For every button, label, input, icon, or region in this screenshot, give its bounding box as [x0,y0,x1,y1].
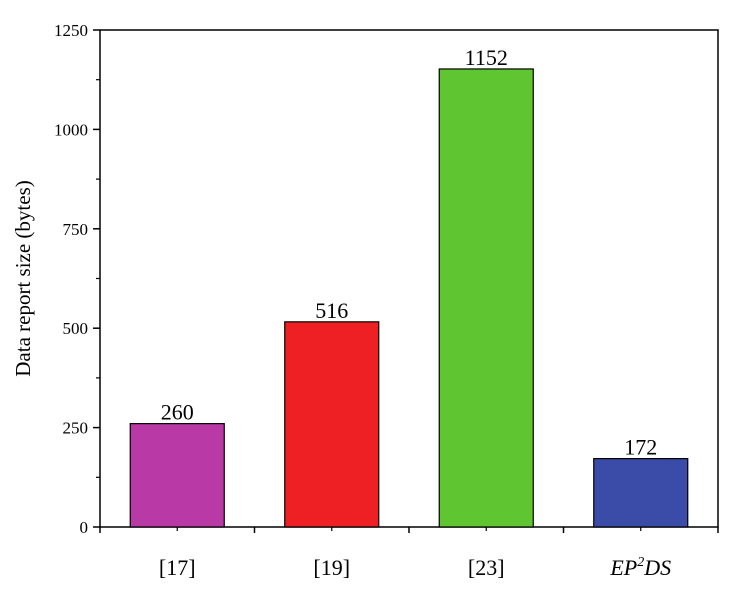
y-tick-label: 250 [63,419,89,438]
data-label: 516 [315,298,348,323]
x-tick-label: [23] [468,555,505,580]
bar [129,423,225,528]
y-tick-label: 1000 [54,120,88,139]
y-axis-label: Data report size (bytes) [11,180,35,377]
data-label: 1152 [465,45,508,70]
data-label: 260 [161,400,194,425]
y-tick-label: 750 [63,220,89,239]
bar [593,458,689,528]
y-tick-label: 0 [80,518,89,537]
y-tick-label: 1250 [54,21,88,40]
y-tick-label: 500 [63,319,89,338]
bar [284,321,380,528]
x-tick-label: EP2DS [609,555,671,580]
x-tick-label: [19] [313,555,350,580]
data-label: 172 [624,435,657,460]
x-tick-label: [17] [159,555,196,580]
bar [438,68,534,528]
